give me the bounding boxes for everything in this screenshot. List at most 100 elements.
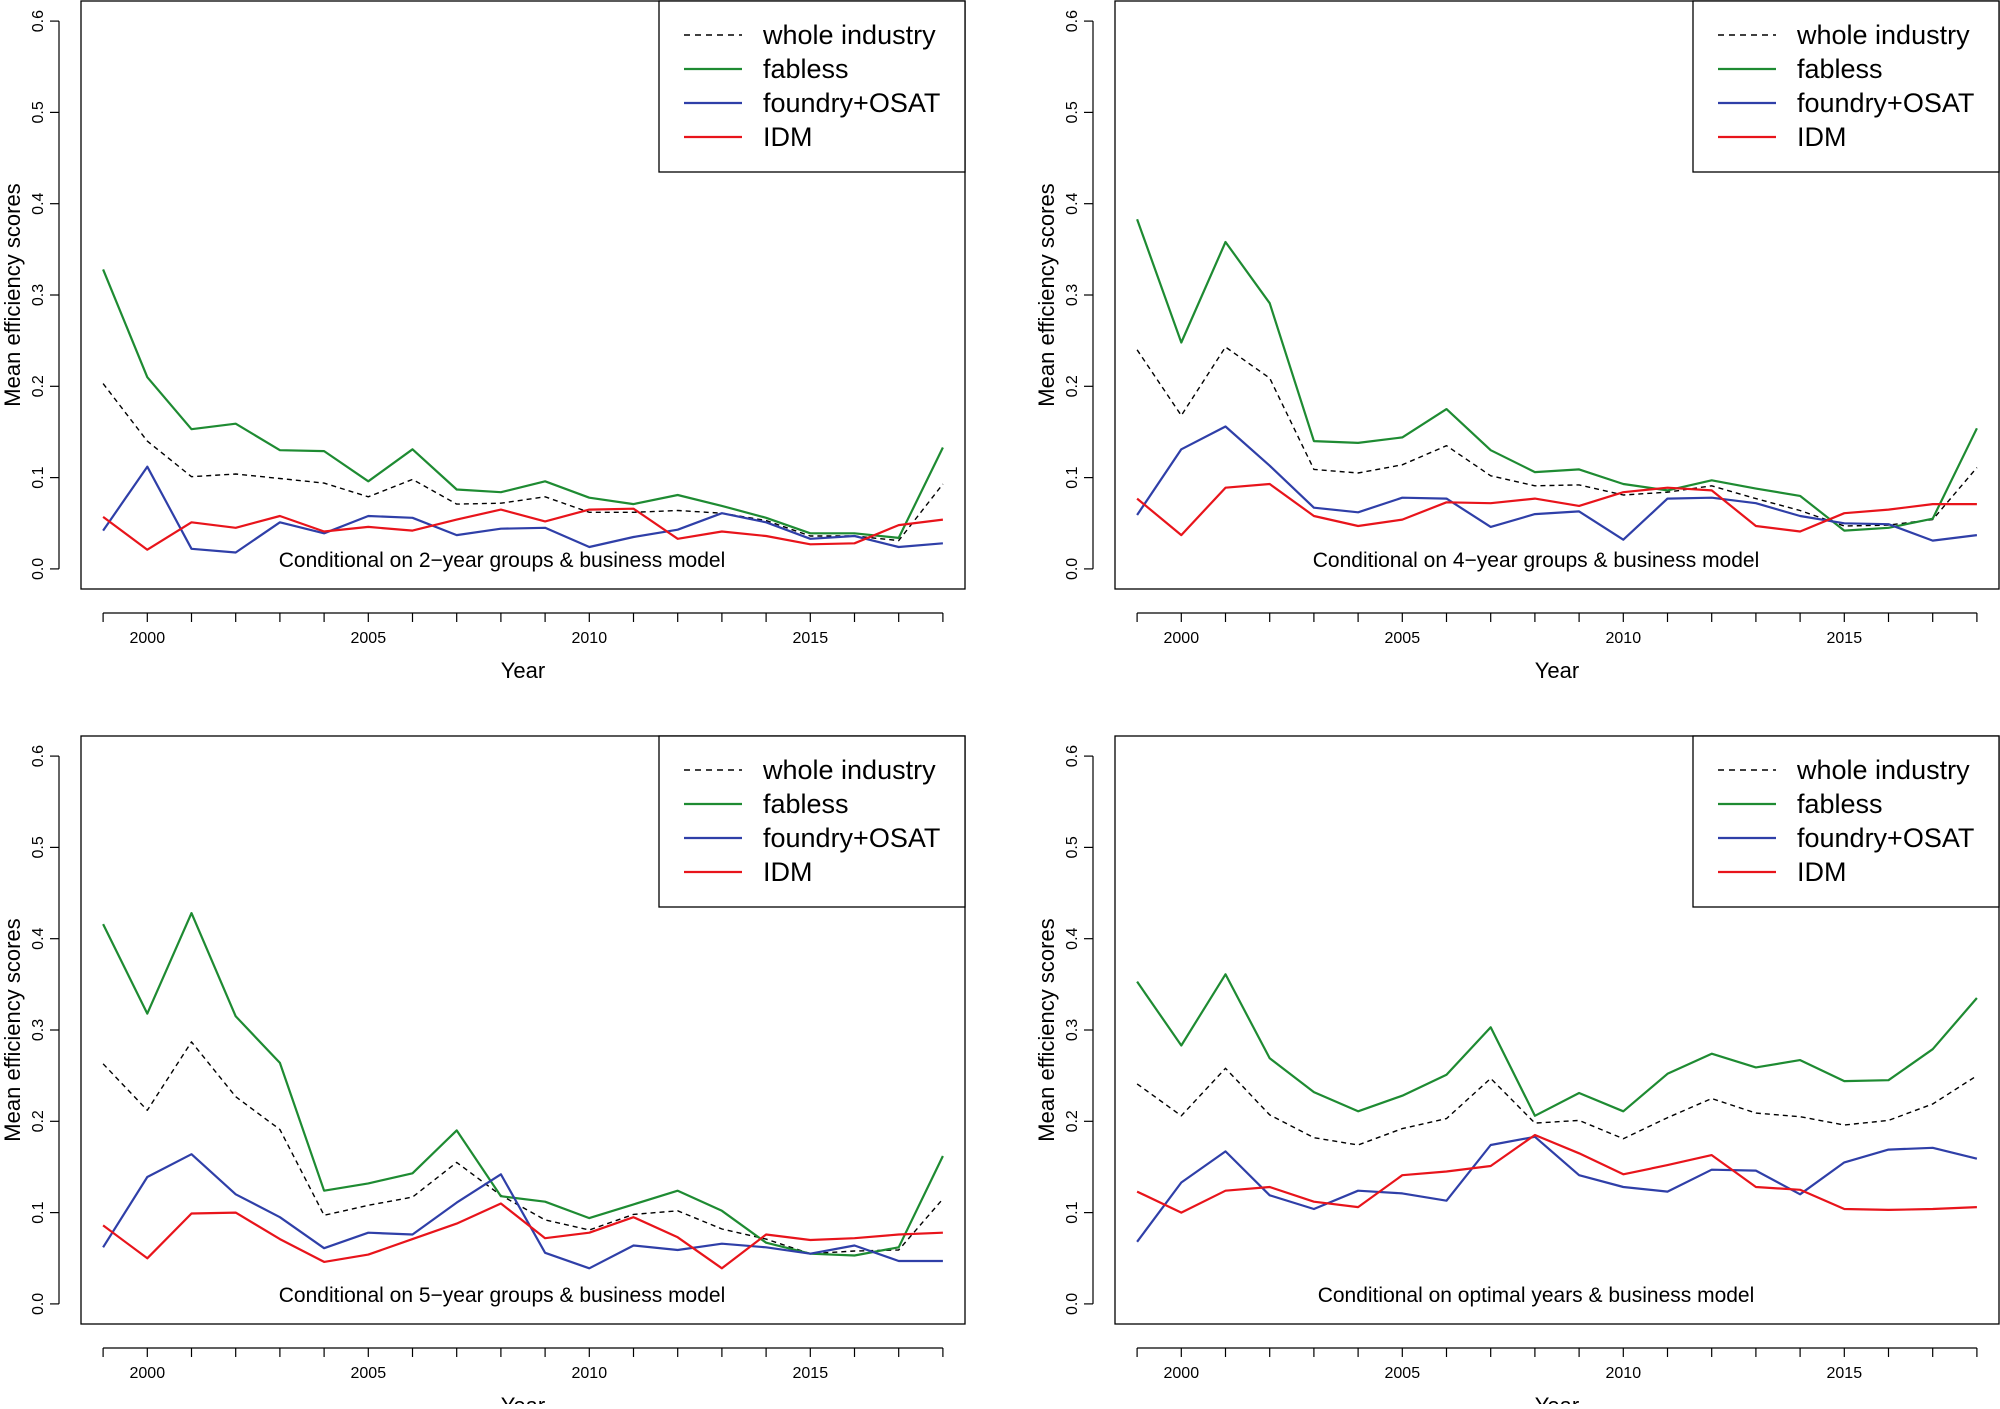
series-line-whole-industry bbox=[1136, 346, 1978, 527]
y-tick-label: 0.1 bbox=[1064, 1201, 1081, 1223]
y-axis: 0.0 0.1 0.2 0.3 0.4 0.5 0.6 Mean efficiency sco… bbox=[1034, 745, 1094, 1315]
legend-label: IDM bbox=[763, 122, 813, 152]
x-tick-label: 2010 bbox=[572, 630, 608, 647]
legend-box bbox=[658, 0, 966, 173]
y-axis-label: Mean efficiency scores bbox=[0, 183, 25, 406]
x-tick-label: 2000 bbox=[1164, 630, 1200, 647]
panel-annotation: Conditional on optimal years & business … bbox=[1318, 1284, 1755, 1307]
x-axis: 2000 2005 2010 2015 Year bbox=[102, 612, 944, 683]
series-line-fabless bbox=[102, 268, 944, 540]
x-axis-label: Year bbox=[1535, 1393, 1579, 1404]
y-tick-label: 0.3 bbox=[30, 284, 47, 306]
x-tick-label: 2000 bbox=[130, 630, 166, 647]
series-line-idm bbox=[102, 1202, 943, 1270]
legend-label: fabless bbox=[1797, 54, 1883, 84]
plot-frame bbox=[80, 0, 966, 590]
y-tick-label: 0.2 bbox=[30, 1110, 47, 1132]
series-line-idm bbox=[102, 507, 944, 551]
y-axis: 0.0 0.1 0.2 0.3 0.4 0.5 0.6 Mean efficiency sco… bbox=[0, 10, 60, 580]
legend: whole industry fabless foundry+OSAT IDM bbox=[658, 0, 966, 173]
y-tick-label: 0.3 bbox=[1064, 284, 1081, 306]
plot-frame bbox=[1114, 0, 2000, 590]
x-tick-label: 2000 bbox=[1164, 1365, 1200, 1382]
y-axis: 0.0 0.1 0.2 0.3 0.4 0.5 0.6 Mean efficiency sco… bbox=[0, 745, 60, 1315]
series-line-whole-industry bbox=[102, 1041, 944, 1255]
x-tick-label: 2005 bbox=[351, 1365, 387, 1382]
y-tick-label: 0.4 bbox=[1064, 927, 1081, 949]
y-axis-label: Mean efficiency scores bbox=[1034, 183, 1059, 406]
y-axis-label: Mean efficiency scores bbox=[1034, 918, 1059, 1141]
y-tick-label: 0.5 bbox=[1064, 836, 1081, 858]
plot-frame bbox=[1114, 735, 2000, 1325]
x-tick-label: 2015 bbox=[1827, 630, 1863, 647]
x-tick-label: 2015 bbox=[793, 1365, 829, 1382]
x-tick-label: 2010 bbox=[1606, 630, 1642, 647]
series-line-foundry-osat bbox=[1136, 1135, 1978, 1243]
chart-panel-3: 0.0 0.1 0.2 0.3 0.4 0.5 0.6 Mean efficiency sco… bbox=[0, 735, 966, 1409]
chart-panel-2: 0.0 0.1 0.2 0.3 0.4 0.5 0.6 Mean efficiency sco… bbox=[1034, 0, 2000, 683]
series-line-whole-industry bbox=[102, 383, 944, 542]
y-tick-label: 0.3 bbox=[30, 1019, 47, 1041]
y-tick-label: 0.3 bbox=[1064, 1019, 1081, 1041]
y-tick-label: 0.6 bbox=[1064, 745, 1081, 767]
legend-label: whole industry bbox=[762, 20, 936, 50]
series-line-foundry-osat bbox=[102, 1153, 943, 1270]
x-tick-label: 2005 bbox=[351, 630, 387, 647]
x-tick-label: 2005 bbox=[1385, 630, 1421, 647]
y-tick-label: 0.1 bbox=[1064, 466, 1081, 488]
y-tick-label: 0.4 bbox=[1064, 192, 1081, 214]
panel-annotation: Conditional on 5−year groups & business … bbox=[279, 1284, 726, 1307]
series-line-idm bbox=[1136, 1133, 1977, 1214]
legend-label: IDM bbox=[1797, 122, 1847, 152]
legend-label: fabless bbox=[763, 54, 849, 84]
y-tick-label: 0.1 bbox=[30, 1201, 47, 1223]
y-tick-label: 0.2 bbox=[1064, 375, 1081, 397]
legend-box bbox=[1692, 0, 2000, 173]
y-axis-label: Mean efficiency scores bbox=[0, 918, 25, 1141]
series-line-idm bbox=[1136, 482, 1977, 537]
x-tick-label: 2000 bbox=[130, 1365, 166, 1382]
legend-label: foundry+OSAT bbox=[763, 823, 940, 853]
legend-label: IDM bbox=[763, 857, 813, 887]
chart-panel-4: 0.0 0.1 0.2 0.3 0.4 0.5 0.6 Mean efficiency sco… bbox=[1034, 735, 2000, 1409]
series-line-fabless bbox=[1136, 218, 1978, 532]
y-axis: 0.0 0.1 0.2 0.3 0.4 0.5 0.6 Mean efficiency sco… bbox=[1034, 10, 1094, 580]
legend-label: fabless bbox=[1797, 789, 1883, 819]
x-axis: 2000 2005 2010 2015 Year bbox=[102, 1347, 944, 1409]
y-tick-label: 0.0 bbox=[1064, 558, 1081, 580]
plot-frame bbox=[80, 735, 966, 1325]
y-tick-label: 0.5 bbox=[30, 101, 47, 123]
legend-label: whole industry bbox=[1796, 755, 1970, 785]
y-tick-label: 0.5 bbox=[1064, 101, 1081, 123]
legend: whole industry fabless foundry+OSAT IDM bbox=[658, 735, 966, 908]
y-tick-label: 0.0 bbox=[30, 1293, 47, 1315]
x-axis-label: Year bbox=[501, 1393, 545, 1404]
x-tick-label: 2010 bbox=[572, 1365, 608, 1382]
panel-annotation: Conditional on 2−year groups & business … bbox=[279, 549, 726, 572]
legend: whole industry fabless foundry+OSAT IDM bbox=[1692, 735, 2000, 908]
x-tick-label: 2005 bbox=[1385, 1365, 1421, 1382]
x-tick-label: 2015 bbox=[1827, 1365, 1863, 1382]
series-line-fabless bbox=[102, 912, 944, 1257]
series-line-foundry-osat bbox=[102, 465, 943, 554]
y-tick-label: 0.0 bbox=[30, 558, 47, 580]
y-tick-label: 0.6 bbox=[1064, 10, 1081, 32]
y-tick-label: 0.6 bbox=[30, 745, 47, 767]
y-tick-label: 0.2 bbox=[30, 375, 47, 397]
x-tick-label: 2015 bbox=[793, 630, 829, 647]
legend-label: whole industry bbox=[1796, 20, 1970, 50]
x-tick-label: 2010 bbox=[1606, 1365, 1642, 1382]
series-line-fabless bbox=[1136, 973, 1978, 1117]
y-tick-label: 0.5 bbox=[30, 836, 47, 858]
legend-label: IDM bbox=[1797, 857, 1847, 887]
y-tick-label: 0.4 bbox=[30, 192, 47, 214]
legend-label: foundry+OSAT bbox=[1797, 823, 1974, 853]
x-axis-label: Year bbox=[501, 658, 545, 683]
legend-label: foundry+OSAT bbox=[763, 88, 940, 118]
legend: whole industry fabless foundry+OSAT IDM bbox=[1692, 0, 2000, 173]
legend-box bbox=[658, 735, 966, 908]
x-axis-label: Year bbox=[1535, 658, 1579, 683]
y-tick-label: 0.2 bbox=[1064, 1110, 1081, 1132]
